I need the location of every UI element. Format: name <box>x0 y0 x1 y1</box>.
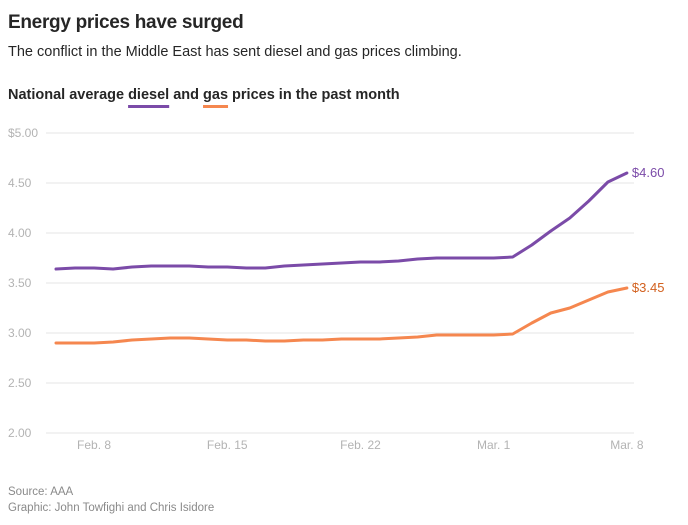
gas-end-label: $3.45 <box>632 280 665 295</box>
legend-diesel: diesel <box>128 87 170 103</box>
y-tick-label: 3.50 <box>8 276 32 290</box>
chart-title-suffix: prices in the past month <box>228 87 400 103</box>
source-note: Source: AAA <box>8 486 74 498</box>
chart-title-mid: and <box>169 87 204 103</box>
headline: Energy prices have surged <box>8 12 244 33</box>
y-tick-label: $5.00 <box>8 126 38 140</box>
diesel-end-label: $4.60 <box>632 165 665 180</box>
y-tick-label: 4.50 <box>8 176 32 190</box>
x-tick-label: Feb. 22 <box>340 438 381 452</box>
y-tick-label: 4.00 <box>8 226 32 240</box>
line-chart: 2.00 2.50 3.00 3.50 4.00 4.50 $5.00 Feb. 8 Feb. … <box>8 126 665 452</box>
y-tick-label: 2.50 <box>8 376 32 390</box>
subheadline: The conflict in the Middle East has sent… <box>8 44 462 60</box>
x-tick-label: Feb. 8 <box>77 438 111 452</box>
x-tick-label: Feb. 15 <box>207 438 248 452</box>
y-tick-label: 3.00 <box>8 326 32 340</box>
chart-title: National average diesel and gas prices i… <box>8 87 400 103</box>
graphic-credit: Graphic: John Towfighi and Chris Isidore <box>8 502 215 514</box>
y-tick-label: 2.00 <box>8 426 32 440</box>
x-tick-label: Mar. 1 <box>477 438 511 452</box>
x-tick-label: Mar. 8 <box>610 438 644 452</box>
gas-line <box>54 286 629 345</box>
legend-gas: gas <box>203 87 229 103</box>
diesel-line <box>54 171 629 271</box>
chart-title-prefix: National average <box>8 87 129 103</box>
